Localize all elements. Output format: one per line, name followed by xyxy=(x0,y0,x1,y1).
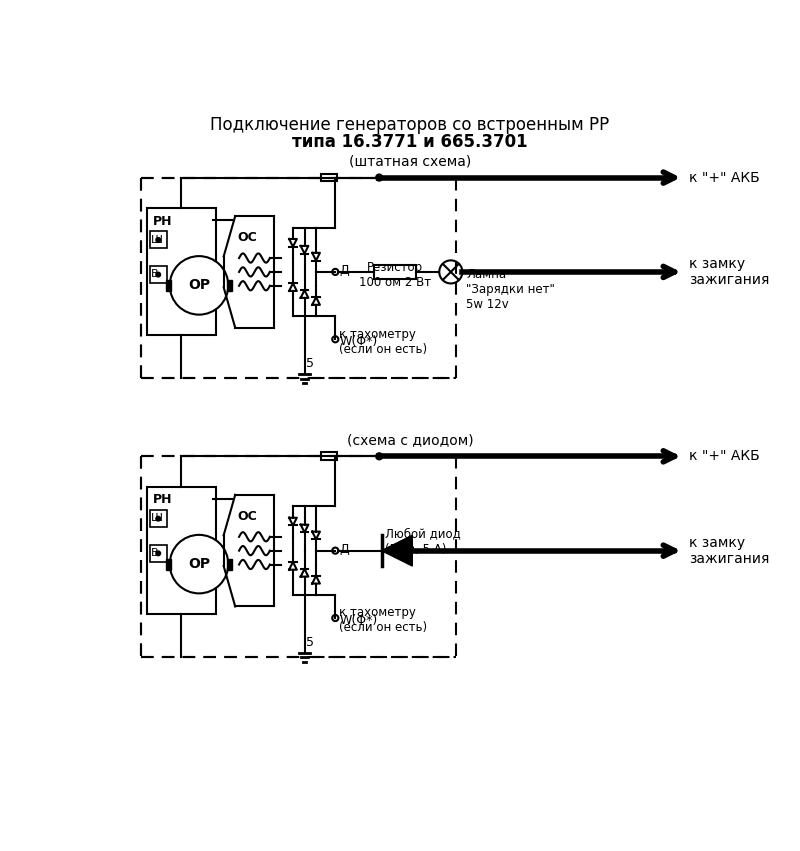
Polygon shape xyxy=(382,535,412,566)
Bar xyxy=(322,174,337,181)
Text: РН: РН xyxy=(153,214,172,227)
Bar xyxy=(226,559,232,569)
Circle shape xyxy=(332,547,338,554)
Bar xyxy=(166,559,171,569)
Text: к "+" АКБ: к "+" АКБ xyxy=(689,449,759,463)
Text: В: В xyxy=(151,548,159,558)
Text: 5: 5 xyxy=(306,357,314,370)
Text: ОР: ОР xyxy=(188,278,210,293)
Circle shape xyxy=(332,269,338,275)
Bar xyxy=(150,266,166,283)
Text: к "+" АКБ: к "+" АКБ xyxy=(689,170,759,185)
Text: Подключение генераторов со встроенным РР: Подключение генераторов со встроенным РР xyxy=(210,116,610,134)
Text: ОС: ОС xyxy=(238,511,258,523)
Text: В: В xyxy=(151,269,159,279)
Text: Д: Д xyxy=(339,543,349,556)
Text: ОС: ОС xyxy=(238,231,258,244)
Circle shape xyxy=(156,551,161,556)
Text: к замку
зажигания: к замку зажигания xyxy=(689,257,769,287)
Bar xyxy=(150,545,166,562)
Bar xyxy=(146,487,216,614)
Text: Д: Д xyxy=(339,264,349,277)
Text: РН: РН xyxy=(153,494,172,506)
Text: к тахометру
(если он есть): к тахометру (если он есть) xyxy=(339,328,427,356)
Text: Ш: Ш xyxy=(151,235,163,244)
Text: Резистор
100 ом 2 Вт: Резистор 100 ом 2 Вт xyxy=(359,261,431,289)
Circle shape xyxy=(170,535,228,593)
Bar xyxy=(374,265,416,279)
Text: Лампа
"Зарядки нет"
5w 12v: Лампа "Зарядки нет" 5w 12v xyxy=(466,268,555,311)
Text: (схема с диодом): (схема с диодом) xyxy=(346,433,474,448)
Circle shape xyxy=(332,336,338,342)
Circle shape xyxy=(439,260,462,283)
Text: (штатная схема): (штатная схема) xyxy=(349,155,471,168)
Circle shape xyxy=(170,256,228,315)
Text: Любой диод
(50 в, 5 А): Любой диод (50 в, 5 А) xyxy=(386,528,461,556)
Bar xyxy=(150,511,166,527)
Bar xyxy=(166,280,171,291)
Bar xyxy=(150,231,166,248)
Circle shape xyxy=(156,237,161,243)
Bar xyxy=(226,280,232,291)
Circle shape xyxy=(156,517,161,521)
Bar xyxy=(146,208,216,335)
Text: к тахометру
(если он есть): к тахометру (если он есть) xyxy=(339,607,427,635)
Circle shape xyxy=(332,615,338,621)
Circle shape xyxy=(376,454,382,460)
Text: ОР: ОР xyxy=(188,557,210,571)
Text: Ш: Ш xyxy=(151,513,163,523)
Text: типа 16.3771 и 665.3701: типа 16.3771 и 665.3701 xyxy=(292,133,528,151)
Bar xyxy=(322,453,337,460)
Text: W(Φ*): W(Φ*) xyxy=(339,614,378,627)
Circle shape xyxy=(156,272,161,277)
Text: 5: 5 xyxy=(306,636,314,648)
Circle shape xyxy=(376,174,382,180)
Text: W(Φ*): W(Φ*) xyxy=(339,335,378,348)
Text: к замку
зажигания: к замку зажигания xyxy=(689,535,769,566)
